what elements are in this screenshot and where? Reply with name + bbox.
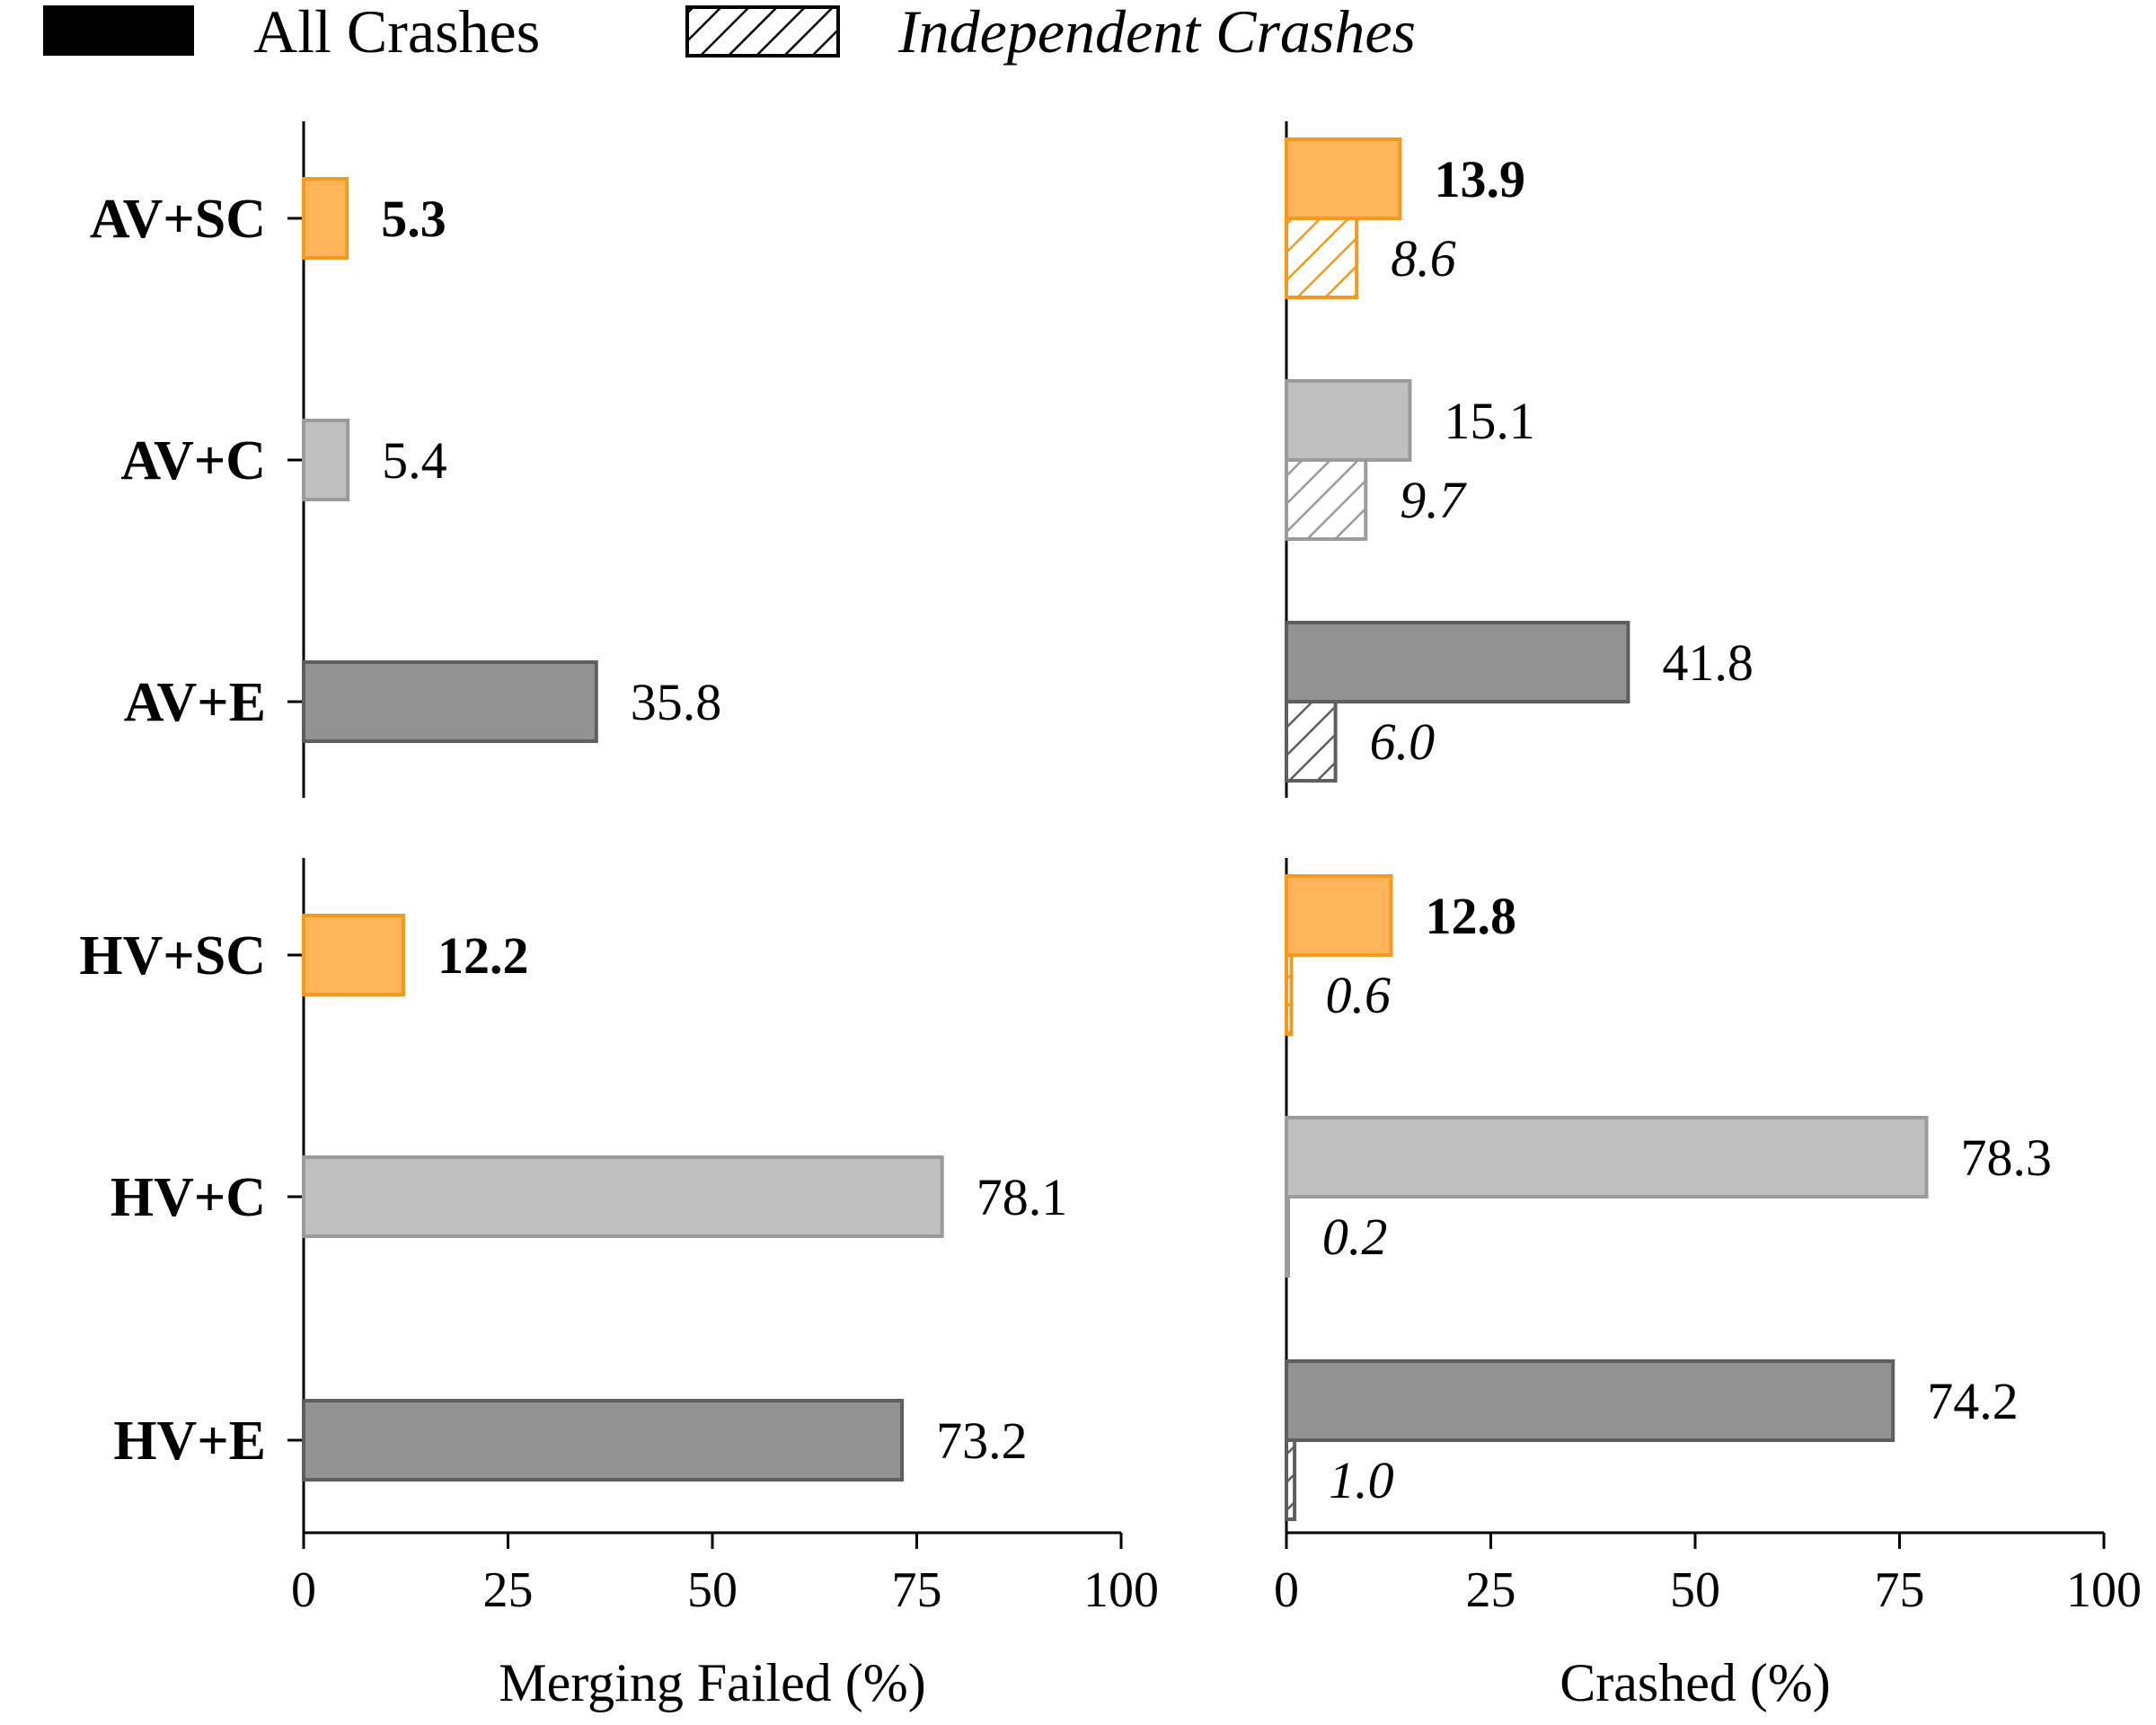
y-tick-label: HV+E xyxy=(113,1411,266,1472)
panel-bottom-left: HV+SC 12.2 HV+C 78.1 HV+E 73.2 0 25 50 75 100 Mergi… xyxy=(79,858,1159,1712)
bar-all-crashes xyxy=(1285,379,1412,462)
y-tick-label: HV+SC xyxy=(79,925,266,986)
bar-independent-crashes xyxy=(1285,953,1294,1036)
data-label: 78.1 xyxy=(976,1168,1068,1226)
data-label-independent: 6.0 xyxy=(1370,712,1436,771)
data-label-independent: 0.2 xyxy=(1322,1208,1388,1266)
bar-merging-failed xyxy=(302,914,406,996)
data-label: 12.2 xyxy=(437,926,529,985)
data-label: 35.8 xyxy=(631,673,722,731)
legend-label-all: All Crashes xyxy=(253,0,540,66)
x-tick-label: 100 xyxy=(1083,1562,1159,1618)
x-tick-label: 25 xyxy=(483,1562,534,1618)
data-label-all: 78.3 xyxy=(1961,1128,2053,1187)
y-tick-label: AV+E xyxy=(124,672,266,733)
panel-bottom-right: 12.8 0.6 78.3 0.2 74.2 1.0 0 25 50 75 100 Crashed (… xyxy=(1274,858,2142,1712)
x-tick-label: 75 xyxy=(892,1562,942,1618)
y-tick-label: AV+SC xyxy=(90,189,266,250)
panel-top-right: 13.9 8.6 15.1 9.7 41.8 6.0 xyxy=(1285,121,1754,798)
bar-merging-failed xyxy=(302,177,349,260)
x-tick-label: 0 xyxy=(291,1562,316,1618)
legend: All Crashes Independent Crashes xyxy=(43,0,1416,66)
bar-merging-failed xyxy=(302,660,598,743)
data-label-all: 41.8 xyxy=(1662,633,1754,692)
x-axis-label: Crashed (%) xyxy=(1560,1653,1831,1712)
data-label-independent: 0.6 xyxy=(1325,966,1391,1024)
legend-swatch-all xyxy=(43,5,194,56)
x-tick-label: 50 xyxy=(1670,1562,1720,1618)
data-label-all: 74.2 xyxy=(1927,1372,2019,1430)
bar-independent-crashes xyxy=(1285,1438,1297,1521)
bar-all-crashes xyxy=(1285,874,1393,957)
bar-all-crashes xyxy=(1285,137,1402,220)
legend-swatch-independent xyxy=(685,5,840,58)
bar-all-crashes xyxy=(1285,621,1630,703)
x-tick-label: 100 xyxy=(2066,1562,2142,1618)
x-tick-label: 25 xyxy=(1466,1562,1516,1618)
panel-top-left: AV+SC 5.3 AV+C 5.4 AV+E 35.8 xyxy=(90,121,721,798)
bar-independent-crashes xyxy=(1285,1195,1290,1278)
data-label-all: 15.1 xyxy=(1444,392,1535,450)
data-label: 73.2 xyxy=(936,1411,1028,1470)
bar-merging-failed xyxy=(302,419,350,501)
bar-merging-failed xyxy=(302,1155,944,1238)
bar-all-crashes xyxy=(1285,1116,1929,1199)
y-tick-label: AV+C xyxy=(120,430,266,491)
data-label: 5.4 xyxy=(382,431,447,490)
bar-independent-crashes xyxy=(1285,217,1359,299)
data-label: 5.3 xyxy=(381,190,446,248)
data-label-independent: 9.7 xyxy=(1400,471,1467,529)
x-tick-label: 0 xyxy=(1274,1562,1299,1618)
data-label-all: 12.8 xyxy=(1425,887,1516,945)
bar-independent-crashes xyxy=(1285,700,1338,783)
x-tick-label: 75 xyxy=(1875,1562,1925,1618)
bar-all-crashes xyxy=(1285,1359,1895,1442)
bar-merging-failed xyxy=(302,1399,905,1482)
data-label-all: 13.9 xyxy=(1434,150,1525,208)
bar-independent-crashes xyxy=(1285,458,1368,541)
data-label-independent: 1.0 xyxy=(1329,1451,1394,1509)
legend-label-independent: Independent Crashes xyxy=(897,0,1416,66)
y-tick-label: HV+C xyxy=(110,1167,266,1228)
x-axis-label: Merging Failed (%) xyxy=(499,1653,925,1712)
data-label-independent: 8.6 xyxy=(1391,229,1456,288)
panels: AV+SC 5.3 AV+C 5.4 AV+E 35.8 13.9 8.6 15.1 9.7 41.… xyxy=(79,121,2142,1712)
x-tick-label: 50 xyxy=(687,1562,738,1618)
